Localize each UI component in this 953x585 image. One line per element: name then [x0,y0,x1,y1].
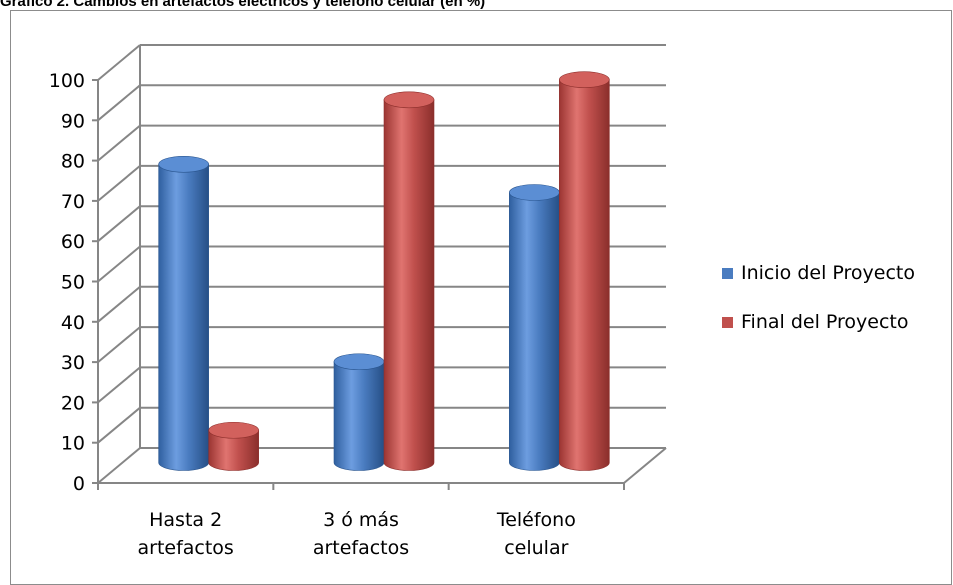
chart-title: Gráfico 2. Cambios en artefactos eléctri… [0,0,486,10]
bar-top-0-1 [333,353,385,371]
gridline-side [97,447,141,484]
gridline-side [97,286,141,323]
bar-0-0 [158,163,209,471]
bar-top-1-2 [559,71,610,88]
y-tick-label: 60 [61,231,85,253]
y-tick-label: 0 [73,473,85,495]
gridline-side [97,245,141,283]
bar-top-0-2 [509,184,560,201]
legend-swatch-0 [722,268,733,279]
gridline-side [97,44,141,81]
gridline-side [97,124,141,162]
bar-0-2 [509,192,560,471]
bar-1-2 [559,79,610,471]
gridline-side [97,84,141,122]
y-tick-label: 90 [61,110,85,132]
x-category-label: artefactos [313,537,409,559]
legend-label-1: Final del Proyecto [741,311,909,333]
gridline-side [97,326,141,363]
legend-swatch-1 [722,317,733,328]
gridline-side [97,165,141,202]
y-tick-label: 40 [61,312,85,334]
y-tick-label: 30 [61,352,85,374]
x-category-label: 3 ó más [323,509,399,531]
gridline-side [97,406,141,444]
x-category-label: celular [504,537,568,559]
y-tick-label: 80 [61,151,85,173]
bar-1-0 [208,429,259,471]
y-tick-label: 20 [61,392,85,414]
y-tick-label: 50 [61,272,85,294]
bar-top-1-0 [208,421,259,439]
gridline-side [97,366,141,404]
x-category-label: Hasta 2 [149,509,222,531]
y-tick-label: 100 [49,70,85,92]
y-tick-label: 10 [61,433,85,455]
legend-label-0: Inicio del Proyecto [741,262,915,284]
floor-right-edge [623,447,667,484]
x-category-label: artefactos [137,537,233,559]
bar-top-1-1 [383,91,435,109]
bar-1-1 [383,99,435,471]
bar-top-0-0 [158,155,209,173]
x-category-label: Teléfono [496,509,576,531]
bar-0-1 [333,361,385,471]
y-tick-label: 70 [61,191,85,213]
gridline-side [97,205,141,242]
